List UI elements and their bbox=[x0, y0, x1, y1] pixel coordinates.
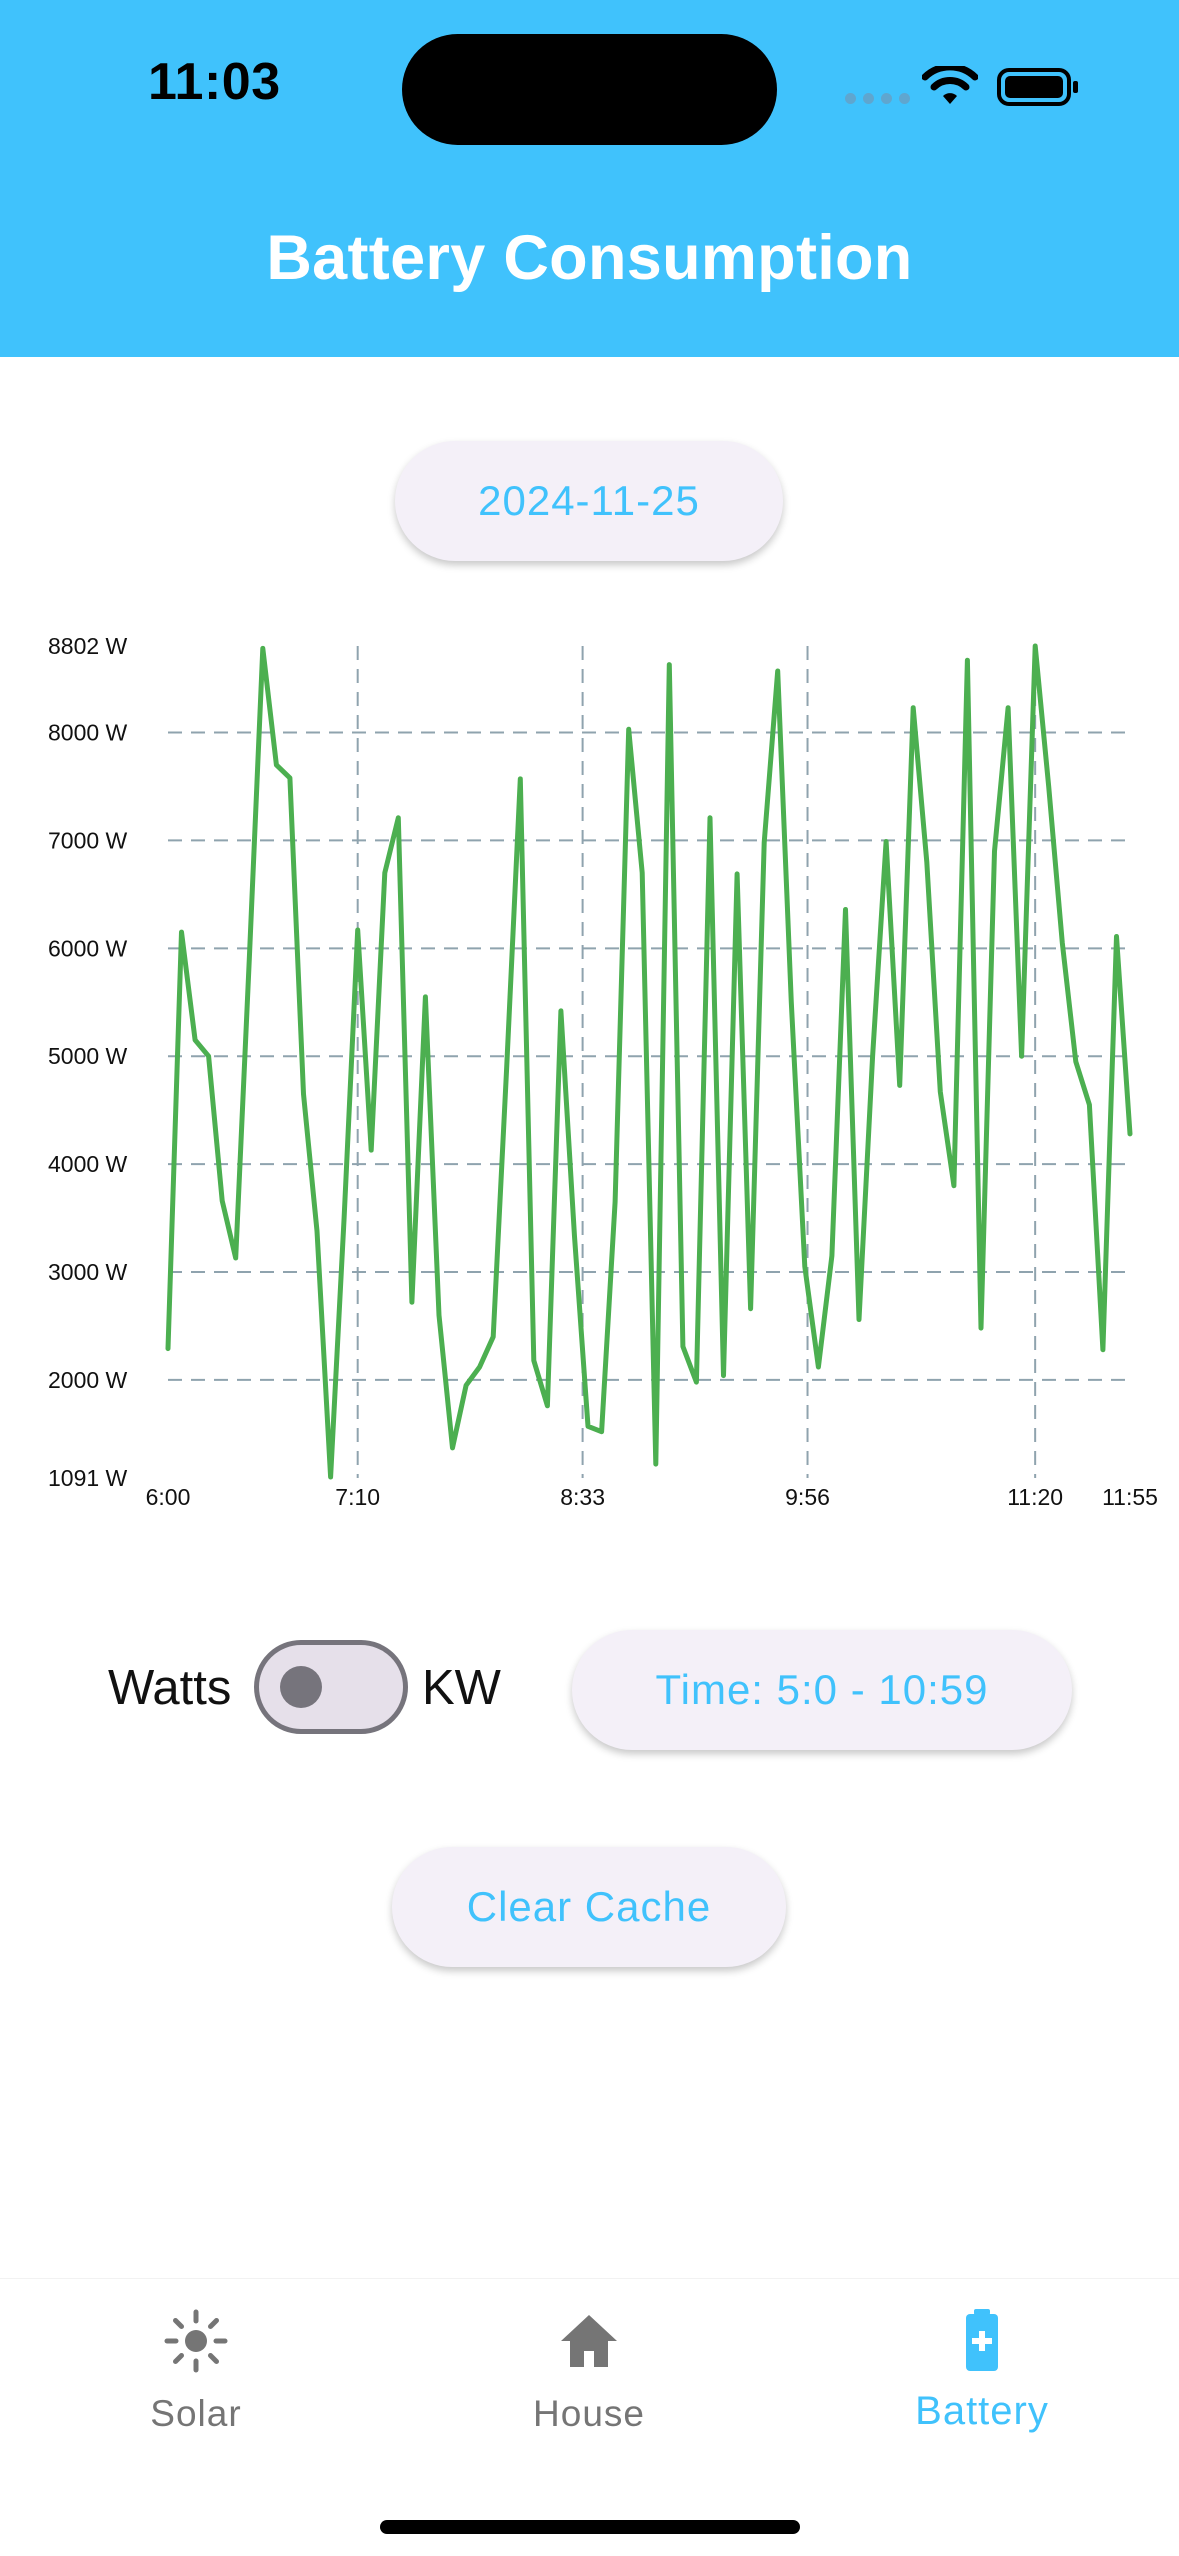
toggle-knob[interactable] bbox=[280, 1666, 322, 1708]
battery-status-icon bbox=[997, 68, 1078, 106]
bottom-navigation: Solar House Battery bbox=[0, 2278, 1179, 2556]
nav-item-battery[interactable]: Battery bbox=[842, 2309, 1122, 2459]
x-tick-label: 11:55 bbox=[1102, 1484, 1158, 1510]
y-tick-label: 7000 W bbox=[48, 827, 128, 853]
x-tick-label: 8:33 bbox=[560, 1484, 605, 1510]
dynamic-island bbox=[402, 34, 777, 145]
cellular-dots-icon bbox=[845, 93, 910, 104]
clear-cache-button[interactable]: Clear Cache bbox=[392, 1847, 786, 1967]
sun-icon bbox=[164, 2309, 228, 2373]
y-tick-label: 1091 W bbox=[48, 1465, 128, 1491]
x-tick-label: 6:00 bbox=[146, 1484, 191, 1510]
kw-label: KW bbox=[422, 1661, 501, 1715]
y-tick-label: 5000 W bbox=[48, 1043, 128, 1069]
x-tick-label: 9:56 bbox=[785, 1484, 830, 1510]
wifi-icon bbox=[922, 66, 978, 104]
nav-label-house: House bbox=[533, 2393, 645, 2434]
time-range-button[interactable]: Time: 5:0 - 10:59 bbox=[572, 1630, 1072, 1750]
battery-charging-icon bbox=[966, 2309, 998, 2371]
y-tick-label: 3000 W bbox=[48, 1259, 128, 1285]
page-title: Battery Consumption bbox=[266, 223, 913, 293]
x-tick-label: 11:20 bbox=[1007, 1484, 1063, 1510]
nav-item-house[interactable]: House bbox=[449, 2309, 729, 2459]
nav-label-solar: Solar bbox=[150, 2393, 242, 2434]
app-bar: 11:03 Battery Consumption bbox=[0, 0, 1179, 357]
x-tick-label: 7:10 bbox=[335, 1484, 380, 1510]
home-indicator bbox=[380, 2520, 800, 2534]
unit-toggle-switch[interactable] bbox=[254, 1640, 408, 1734]
series-line bbox=[165, 643, 1133, 1480]
y-tick-label: 2000 W bbox=[48, 1367, 128, 1393]
y-tick-label: 6000 W bbox=[48, 935, 128, 961]
y-tick-label: 8000 W bbox=[48, 720, 128, 746]
date-picker-button[interactable]: 2024-11-25 bbox=[395, 441, 783, 561]
nav-label-battery: Battery bbox=[915, 2389, 1049, 2433]
y-tick-label: 4000 W bbox=[48, 1151, 128, 1177]
status-time: 11:03 bbox=[148, 53, 281, 111]
y-tick-label: 8802 W bbox=[48, 633, 128, 659]
unit-toggle-row: Watts KW bbox=[0, 1640, 560, 1740]
house-icon bbox=[561, 2315, 617, 2367]
nav-item-solar[interactable]: Solar bbox=[56, 2309, 336, 2459]
consumption-line-chart: 1091 W 2000 W 3000 W 4000 W 5000 W 6000 W 7000… bbox=[48, 633, 1158, 1510]
watts-label: Watts bbox=[108, 1661, 232, 1715]
